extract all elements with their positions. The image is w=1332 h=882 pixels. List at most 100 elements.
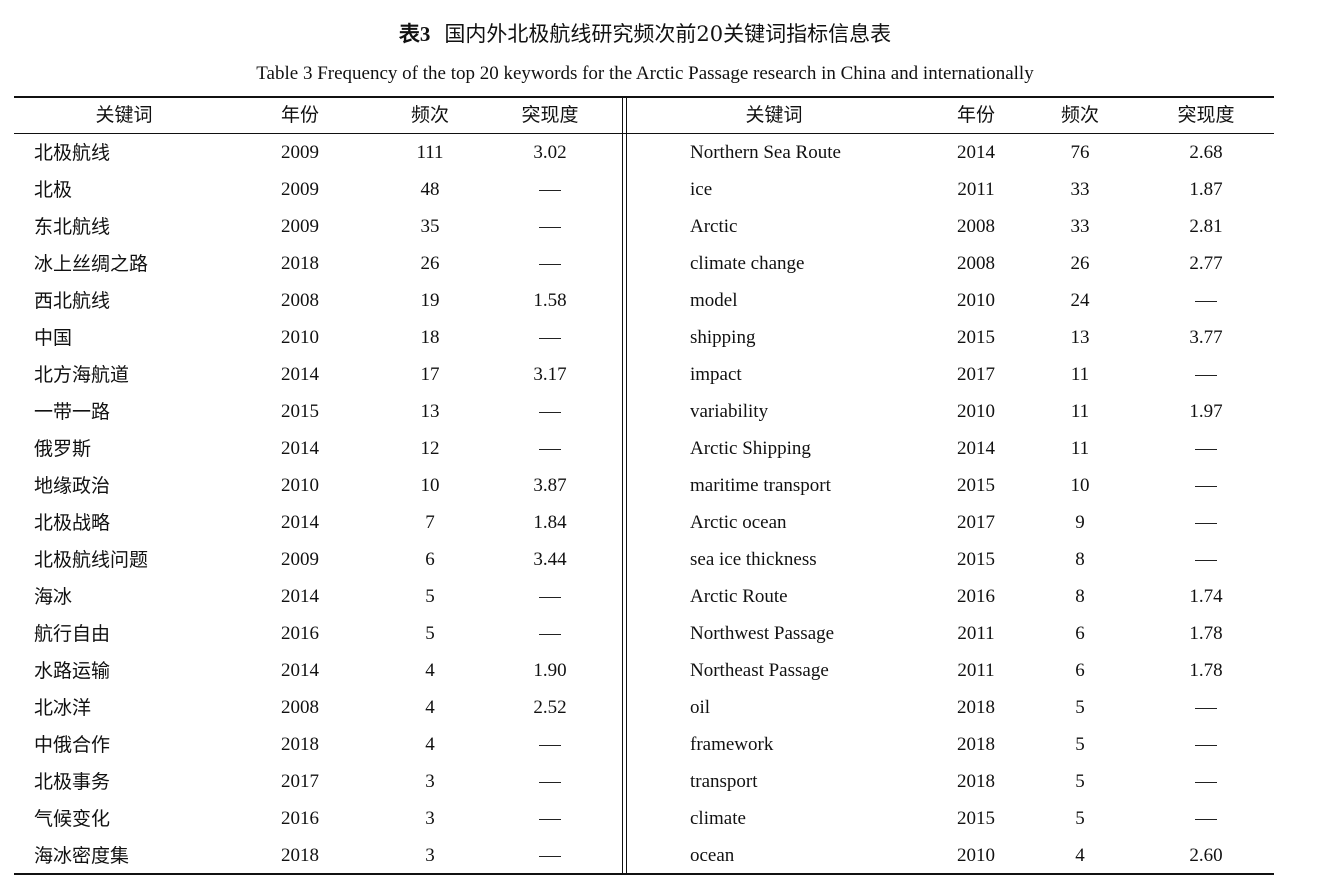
cell-frequency-cn: 26 xyxy=(420,253,440,274)
cell-frequency-cn: 4 xyxy=(425,660,435,681)
cell-year-cn: 2009 xyxy=(281,216,319,237)
cell-burst-intl: 1.97 xyxy=(1189,401,1223,422)
cell-frequency-cn: 48 xyxy=(420,179,440,200)
empty-dash xyxy=(1195,375,1217,377)
cell-keyword-intl: model xyxy=(690,290,738,311)
cell-year-intl: 2010 xyxy=(957,290,995,311)
cell-keyword-cn: 俄罗斯 xyxy=(34,438,92,460)
cell-year-intl: 2014 xyxy=(957,142,995,163)
header-keyword-intl: 关键词 xyxy=(745,104,803,126)
cell-year-intl: 2017 xyxy=(957,364,995,385)
cell-year-cn: 2014 xyxy=(281,438,319,459)
cell-frequency-cn: 5 xyxy=(425,586,435,607)
cell-frequency-cn: 5 xyxy=(425,623,435,644)
cell-burst-intl xyxy=(1156,504,1256,541)
cell-keyword-cn: 北极航线 xyxy=(34,142,111,164)
table-header-rule xyxy=(14,133,1274,134)
cell-keyword-intl: variability xyxy=(690,401,769,422)
cell-keyword-cn: 地缘政治 xyxy=(34,475,111,497)
cell-year-cn: 2018 xyxy=(281,734,319,755)
empty-dash xyxy=(539,634,561,636)
cell-year-intl: 2015 xyxy=(957,808,995,829)
cell-burst-cn xyxy=(500,319,600,356)
cell-burst-intl: 1.87 xyxy=(1189,179,1223,200)
table-row: 北冰洋 2008 4 2.52 oil 2018 5 xyxy=(14,689,1274,726)
cell-year-cn: 2016 xyxy=(281,623,319,644)
table-divider-right xyxy=(626,98,627,873)
cell-burst-intl xyxy=(1156,726,1256,763)
cell-burst-cn xyxy=(500,578,600,615)
cell-year-intl: 2015 xyxy=(957,549,995,570)
table-row: 北极战略 2014 7 1.84 Arctic ocean 2017 9 xyxy=(14,504,1274,541)
cell-burst-intl xyxy=(1156,430,1256,467)
cell-frequency-cn: 3 xyxy=(425,808,435,829)
cell-year-cn: 2014 xyxy=(281,364,319,385)
empty-dash xyxy=(539,782,561,784)
cell-burst-intl: 2.81 xyxy=(1189,216,1223,237)
cell-burst-cn xyxy=(500,800,600,837)
cell-keyword-cn: 北冰洋 xyxy=(34,697,92,719)
cell-keyword-intl: Northern Sea Route xyxy=(690,142,841,163)
cell-keyword-intl: climate change xyxy=(690,253,805,274)
cell-keyword-intl: climate xyxy=(690,808,746,829)
cell-year-cn: 2009 xyxy=(281,142,319,163)
table-row: 中俄合作 2018 4 framework 2018 5 xyxy=(14,726,1274,763)
cell-keyword-intl: Arctic Route xyxy=(690,586,788,607)
cell-frequency-cn: 3 xyxy=(425,845,435,866)
empty-dash xyxy=(1195,301,1217,303)
cell-burst-cn xyxy=(500,393,600,430)
cell-year-cn: 2015 xyxy=(281,401,319,422)
cell-frequency-intl: 6 xyxy=(1075,660,1085,681)
cell-keyword-cn: 一带一路 xyxy=(34,401,111,423)
table-row: 东北航线 2009 35 Arctic 2008 33 2.81 xyxy=(14,208,1274,245)
cell-burst-intl xyxy=(1156,689,1256,726)
cell-burst-intl: 1.78 xyxy=(1189,623,1223,644)
cell-frequency-intl: 5 xyxy=(1075,771,1085,792)
cell-keyword-cn: 北极 xyxy=(34,179,73,201)
cell-burst-cn xyxy=(500,615,600,652)
cell-frequency-cn: 111 xyxy=(416,142,444,163)
cell-burst-cn xyxy=(500,171,600,208)
cell-keyword-cn: 中国 xyxy=(34,327,73,349)
cell-keyword-intl: transport xyxy=(690,771,758,792)
cell-frequency-cn: 17 xyxy=(420,364,440,385)
cell-burst-cn xyxy=(500,763,600,800)
table-row: 西北航线 2008 19 1.58 model 2010 24 xyxy=(14,282,1274,319)
cell-frequency-cn: 10 xyxy=(420,475,440,496)
empty-dash xyxy=(1195,782,1217,784)
cell-burst-cn xyxy=(500,208,600,245)
cell-keyword-intl: ocean xyxy=(690,845,735,866)
cell-frequency-intl: 5 xyxy=(1075,808,1085,829)
cell-keyword-intl: oil xyxy=(690,697,711,718)
cell-keyword-cn: 西北航线 xyxy=(34,290,111,312)
cell-burst-cn xyxy=(500,430,600,467)
cell-burst-intl: 3.77 xyxy=(1189,327,1223,348)
cell-keyword-cn: 东北航线 xyxy=(34,216,111,238)
cell-year-intl: 2015 xyxy=(957,475,995,496)
empty-dash xyxy=(1195,819,1217,821)
cell-burst-intl xyxy=(1156,282,1256,319)
cell-burst-intl xyxy=(1156,467,1256,504)
header-burst-intl: 突现度 xyxy=(1177,104,1235,126)
cell-year-cn: 2014 xyxy=(281,512,319,533)
empty-dash xyxy=(539,412,561,414)
empty-dash xyxy=(1195,486,1217,488)
cell-year-cn: 2009 xyxy=(281,179,319,200)
cell-burst-cn: 3.44 xyxy=(533,549,567,570)
cell-frequency-cn: 13 xyxy=(420,401,440,422)
cell-year-intl: 2018 xyxy=(957,697,995,718)
cell-keyword-cn: 北方海航道 xyxy=(34,364,130,386)
cell-keyword-cn: 中俄合作 xyxy=(34,734,111,756)
cell-burst-cn: 2.52 xyxy=(533,697,567,718)
table-row: 气候变化 2016 3 climate 2015 5 xyxy=(14,800,1274,837)
table-row: 北极航线 2009 111 3.02 Northern Sea Route 2014 76 2… xyxy=(14,134,1274,171)
table-row: 地缘政治 2010 10 3.87 maritime transport 2015 10 xyxy=(14,467,1274,504)
header-year-cn: 年份 xyxy=(280,104,319,126)
cell-keyword-intl: Arctic ocean xyxy=(690,512,787,533)
cell-year-cn: 2010 xyxy=(281,327,319,348)
cell-keyword-intl: sea ice thickness xyxy=(690,549,817,570)
empty-dash xyxy=(1195,708,1217,710)
cell-year-intl: 2017 xyxy=(957,512,995,533)
cell-year-cn: 2016 xyxy=(281,808,319,829)
cell-frequency-intl: 4 xyxy=(1075,845,1085,866)
